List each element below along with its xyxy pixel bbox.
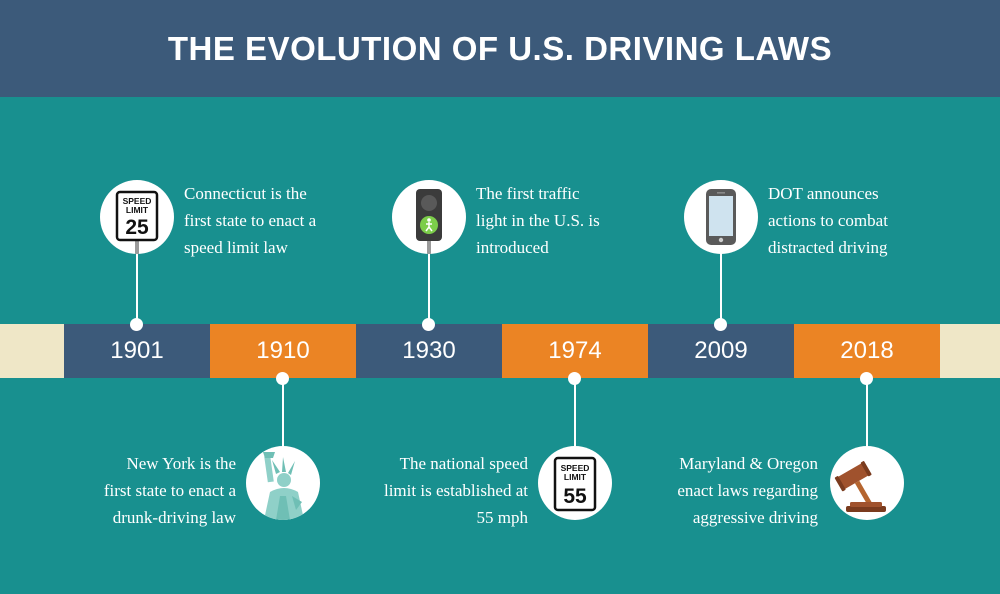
header-bar: THE EVOLUTION OF U.S. DRIVING LAWS	[0, 0, 1000, 97]
svg-text:SPEED: SPEED	[561, 463, 590, 473]
icon-circle-2009	[684, 180, 758, 254]
connector-line	[136, 250, 138, 324]
speed-limit-55-sign-icon: SPEED LIMIT 55	[553, 456, 597, 512]
gavel-icon	[834, 461, 886, 512]
connector-line	[574, 378, 576, 448]
event-text-1974: The national speed limit is established …	[383, 454, 528, 527]
connector-dot	[568, 372, 581, 385]
event-text-1901: Connecticut is the first state to enact …	[184, 184, 317, 257]
sign-value: 25	[125, 216, 149, 239]
svg-text:SPEED: SPEED	[123, 196, 152, 206]
event-text-1910: New York is the first state to enact a d…	[103, 454, 236, 527]
connector-dot	[860, 372, 873, 385]
svg-text:LIMIT: LIMIT	[126, 205, 149, 215]
speed-limit-25-sign-icon: SPEED LIMIT 25	[115, 190, 159, 254]
connector-dot	[130, 318, 143, 331]
connector-line	[428, 250, 430, 324]
connector-dot	[422, 318, 435, 331]
year-segment-2009: 2009	[648, 324, 794, 378]
icon-circle-1901: SPEED LIMIT 25	[100, 180, 174, 254]
statue-of-liberty-icon	[263, 452, 304, 520]
year-segment-1901: 1901	[64, 324, 210, 378]
connector-line	[282, 378, 284, 448]
icon-circle-1910	[246, 446, 320, 520]
year-segment-1974: 1974	[502, 324, 648, 378]
icon-circle-1930	[392, 180, 466, 254]
svg-text:LIMIT: LIMIT	[564, 472, 587, 482]
traffic-light-icon	[416, 189, 442, 254]
icon-circle-2018	[830, 446, 904, 520]
year-segment-1910: 1910	[210, 324, 356, 378]
smartphone-icon	[706, 189, 736, 245]
year-segment-2018: 2018	[794, 324, 940, 378]
connector-line	[720, 250, 722, 324]
connector-line	[866, 378, 868, 448]
event-text-2009: DOT announces actions to combat distract…	[768, 184, 888, 257]
icon-circle-1974: SPEED LIMIT 55	[538, 446, 612, 520]
page-title: THE EVOLUTION OF U.S. DRIVING LAWS	[167, 29, 833, 67]
year-segment-1930: 1930	[356, 324, 502, 378]
sign-value: 55	[563, 485, 587, 508]
connector-dot	[714, 318, 727, 331]
event-text-2018: Maryland & Oregon enact laws regarding a…	[677, 454, 818, 527]
event-text-1930: The first traffic light in the U.S. is i…	[476, 184, 600, 257]
connector-dot	[276, 372, 289, 385]
